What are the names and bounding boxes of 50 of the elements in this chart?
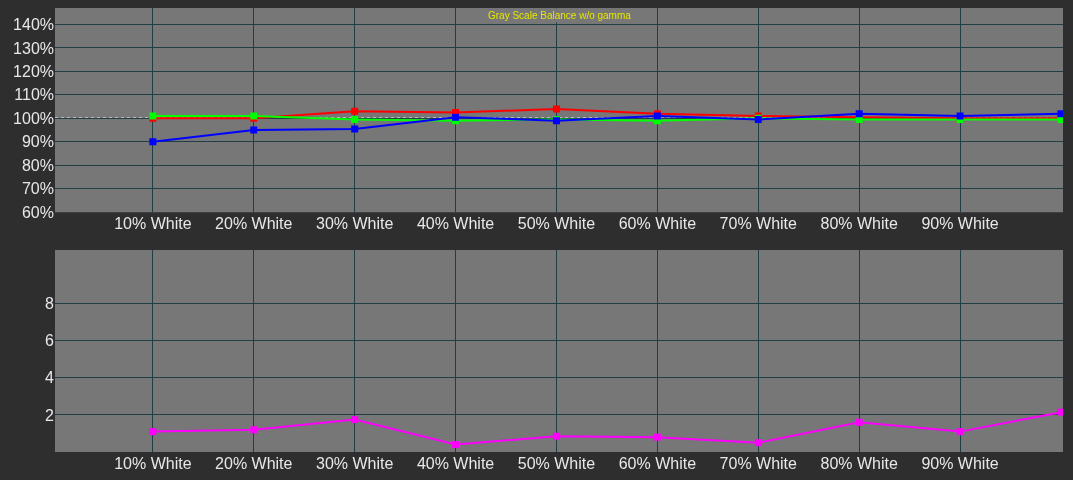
point <box>351 416 359 424</box>
x-tick-label: 10% White <box>114 215 192 233</box>
y-tick-label: 4 <box>45 369 55 387</box>
point <box>653 433 661 441</box>
y-tick-label: 6 <box>45 332 55 350</box>
y-tick-label: 8 <box>45 295 55 313</box>
point <box>250 126 258 134</box>
x-tick-label: 40% White <box>416 215 495 233</box>
y-tick-label: 100% <box>13 109 54 127</box>
point <box>754 439 762 447</box>
x-tick-label: 30% White <box>315 215 394 233</box>
y-tick-label: 140% <box>13 16 54 34</box>
y-tick-label: 130% <box>13 39 54 57</box>
x-tick-label: 70% White <box>719 455 798 472</box>
point <box>250 426 258 434</box>
point <box>1057 110 1063 118</box>
x-tick-label: 90% White <box>921 455 999 472</box>
x-tick-label: 60% White <box>618 215 697 233</box>
y-tick-label: 80% <box>21 156 54 174</box>
point <box>351 107 359 115</box>
point <box>351 116 359 124</box>
x-tick-label: 50% White <box>517 455 596 472</box>
x-tick-label: 60% White <box>618 455 697 472</box>
point <box>351 125 359 133</box>
point <box>452 441 460 449</box>
y-tick-label: 110% <box>14 86 54 104</box>
x-tick-label: 50% White <box>517 215 596 233</box>
x-tick-label: 90% White <box>921 215 999 233</box>
y-tick-label: 60% <box>21 203 54 221</box>
x-tick-label: 10% White <box>114 455 192 472</box>
point <box>855 418 863 426</box>
y-tick-label: 70% <box>21 180 54 198</box>
y-tick-label: 120% <box>13 62 54 80</box>
point <box>1057 408 1063 416</box>
point <box>452 113 460 121</box>
x-tick-label: 80% White <box>820 455 898 472</box>
point <box>552 432 560 440</box>
y-tick-label: 2 <box>45 406 55 424</box>
x-tick-label: 30% White <box>315 455 394 472</box>
x-tick-label: 20% White <box>215 455 293 472</box>
chart-title: Gray Scale Balance w/o gamma <box>488 10 632 21</box>
y-tick-label: 90% <box>21 133 54 151</box>
point <box>552 105 560 113</box>
x-tick-label: 20% White <box>215 215 293 233</box>
x-tick-label: 40% White <box>416 455 495 472</box>
point <box>149 428 157 436</box>
x-tick-label: 80% White <box>820 215 898 233</box>
point <box>956 428 964 436</box>
x-tick-label: 70% White <box>719 215 798 233</box>
point <box>149 138 157 146</box>
